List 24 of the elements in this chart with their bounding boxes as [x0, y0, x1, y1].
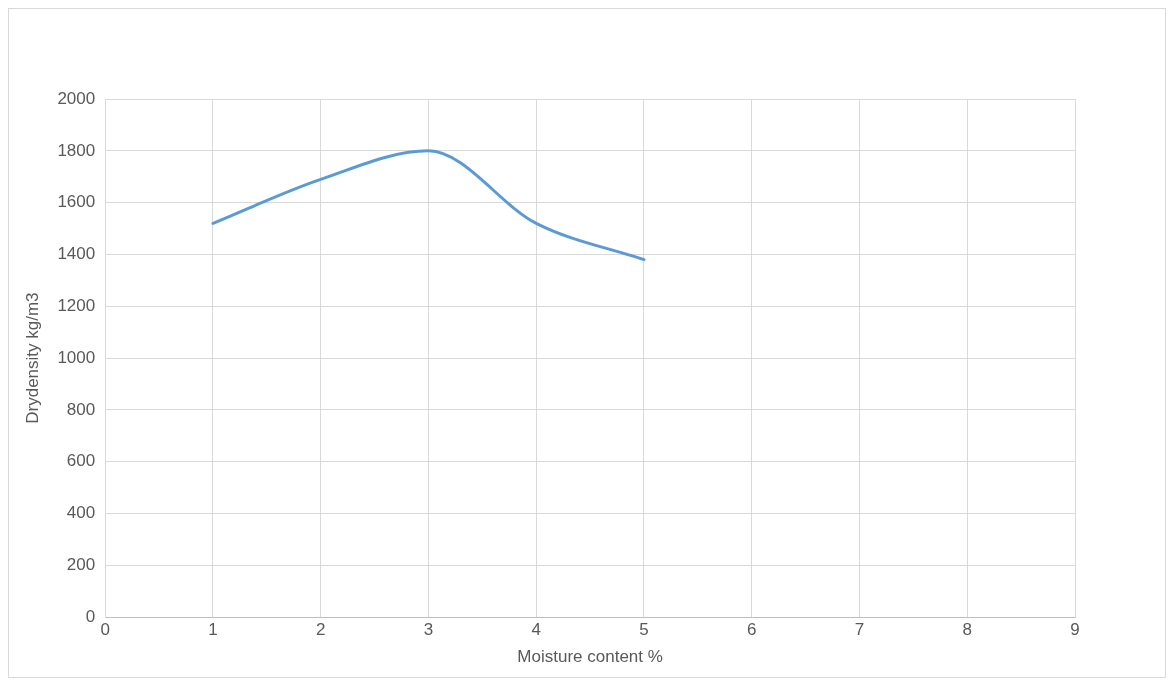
- line-series: [211, 149, 646, 262]
- x-tick-label: 6: [747, 620, 757, 640]
- y-tick-label: 400: [66, 503, 96, 523]
- y-tick-label: 1600: [57, 192, 96, 212]
- y-axis-title: Drydensity kg/m3: [22, 292, 42, 424]
- y-tick-label: 0: [85, 606, 96, 626]
- x-tick-label: 1: [208, 620, 218, 640]
- y-tick-label: 1000: [57, 347, 96, 367]
- x-tick-label: 4: [531, 620, 541, 640]
- x-tick-label: 0: [100, 620, 110, 640]
- y-tick-label: 600: [66, 451, 96, 471]
- x-tick-label: 7: [854, 620, 865, 640]
- x-tick-label: 3: [423, 620, 434, 640]
- y-tick-label: 800: [66, 399, 96, 419]
- x-tick-label: 2: [315, 620, 326, 640]
- y-tick-label: 1800: [57, 140, 96, 160]
- y-tick-label: 200: [66, 555, 96, 575]
- y-tick-label: 1400: [57, 244, 96, 264]
- x-tick-label: 8: [962, 620, 972, 640]
- y-tick-label: 2000: [57, 88, 96, 108]
- x-tick-label: 5: [639, 620, 649, 640]
- y-tick-label: 1200: [57, 295, 96, 315]
- x-axis-title: Moisture content %: [517, 647, 663, 667]
- x-tick-label: 9: [1070, 620, 1080, 640]
